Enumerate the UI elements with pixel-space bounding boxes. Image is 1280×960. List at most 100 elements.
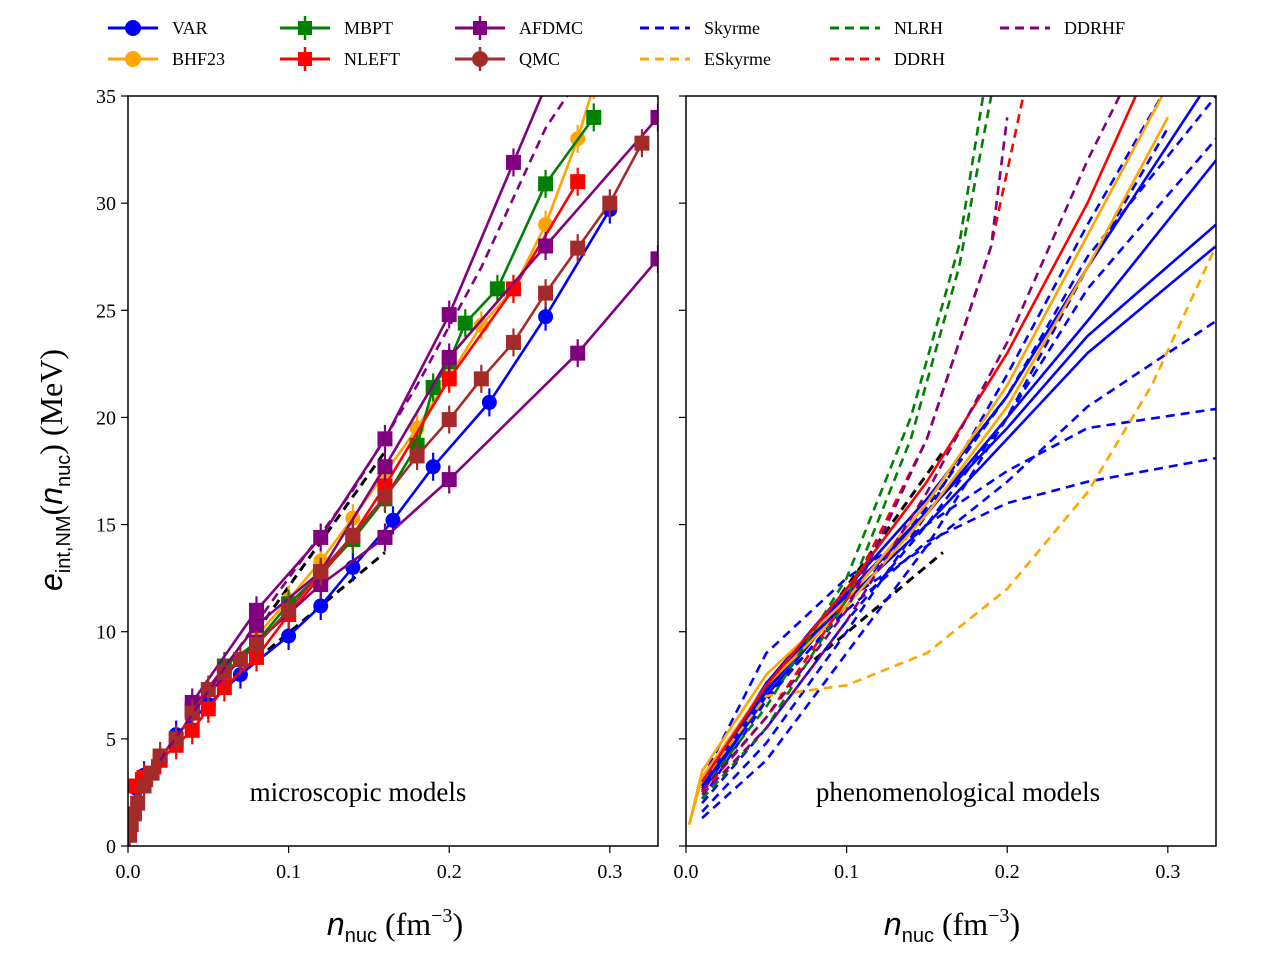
series-line <box>701 456 1216 783</box>
legend-label: NLRH <box>894 18 943 38</box>
data-point <box>441 371 457 387</box>
xlabel-close-right: ) <box>1009 906 1020 942</box>
data-point <box>489 281 505 297</box>
data-point <box>570 3 585 18</box>
panel-phenomenological: 0.0 0.1 0.2 0.3 phenomenological models <box>674 95 1217 883</box>
legend-marker <box>125 51 141 67</box>
series-line <box>701 96 1121 796</box>
legend-marker <box>125 20 141 36</box>
svg-text:eint,NM(nnuc) (MeV): eint,NM(nnuc) (MeV) <box>33 349 75 591</box>
svg-text:nnuc (fm−3): nnuc (fm−3) <box>327 905 463 947</box>
data-point <box>385 512 401 528</box>
x-axis-label-left: nnuc (fm−3) <box>327 905 463 947</box>
data-point <box>457 315 473 331</box>
reference-band-line <box>813 551 944 661</box>
legend-label: Skyrme <box>704 18 760 38</box>
xlabel-close-left: ) <box>452 906 463 942</box>
series-line <box>701 96 985 792</box>
data-point <box>538 238 554 254</box>
data-point <box>570 174 586 190</box>
data-point <box>538 176 554 192</box>
right-panel-note: phenomenological models <box>816 777 1100 807</box>
xlabel-exp-left: −3 <box>431 905 452 927</box>
data-point <box>441 349 457 365</box>
data-point <box>313 564 329 580</box>
data-point <box>505 334 521 350</box>
data-point <box>216 679 232 695</box>
data-point <box>184 722 200 738</box>
series-line <box>159 96 569 762</box>
xlabel-exp-right: −3 <box>988 905 1009 927</box>
data-point <box>505 154 521 170</box>
right-plot-frame <box>685 95 1217 847</box>
xlabel-main-left: n <box>327 906 345 942</box>
data-point <box>130 795 146 811</box>
left-plot-frame <box>127 95 659 847</box>
data-point <box>586 78 601 93</box>
y-tick-label: 25 <box>96 300 116 322</box>
x-tick-label: 0.0 <box>674 861 699 883</box>
data-point <box>650 251 658 267</box>
data-point <box>128 827 138 843</box>
series-line <box>687 116 1169 825</box>
data-point <box>136 778 152 794</box>
series-line <box>700 319 1216 787</box>
legend-label: ESkyrme <box>704 49 771 69</box>
ylabel-sub: int,NM <box>53 515 75 573</box>
xlabel-unit-left: (fm <box>385 906 431 942</box>
ylabel-main: e <box>33 573 69 591</box>
x-tick-label: 0.2 <box>437 861 462 883</box>
svg-text:nnuc (fm−3): nnuc (fm−3) <box>884 905 1020 947</box>
legend-label: VAR <box>172 18 208 38</box>
data-point <box>650 109 658 125</box>
y-tick-label: 0 <box>106 836 116 858</box>
legend-label: DDRH <box>894 49 945 69</box>
data-point <box>425 459 441 475</box>
legend-label: NLEFT <box>344 49 400 69</box>
data-point <box>570 345 586 361</box>
data-point <box>481 394 497 410</box>
y-tick-label: 35 <box>96 86 116 108</box>
legend-marker <box>473 21 487 35</box>
y-axis-label: eint,NM(nnuc) (MeV) <box>33 349 75 591</box>
series-line <box>687 96 1164 825</box>
data-point <box>634 135 650 151</box>
xlabel-main-right: n <box>884 906 902 942</box>
data-point <box>409 448 425 464</box>
x-tick-label: 0.2 <box>995 861 1020 883</box>
series-line <box>701 96 1216 800</box>
y-tick-label: 30 <box>96 193 116 215</box>
ylabel-arg-sub: nuc <box>53 455 75 487</box>
data-point <box>441 412 457 428</box>
ylabel-unit: (MeV) <box>33 349 69 436</box>
data-point <box>313 529 329 545</box>
data-point <box>538 309 554 325</box>
series-line <box>701 96 1025 794</box>
data-point <box>313 598 329 614</box>
left-panel-note: microscopic models <box>250 777 467 807</box>
x-tick-label: 0.3 <box>597 861 622 883</box>
data-point <box>473 371 489 387</box>
data-point <box>248 637 264 653</box>
y-tick-label: 15 <box>96 515 116 537</box>
panel-microscopic: 0.0 0.1 0.2 0.3 0 5 10 15 20 25 30 35 microscopic m… <box>96 3 659 883</box>
legend-label: BHF23 <box>172 49 225 69</box>
series-line <box>701 96 1137 783</box>
series-line <box>701 159 1216 792</box>
data-point <box>216 664 232 680</box>
x-tick-label: 0.1 <box>834 861 859 883</box>
data-point <box>377 459 393 475</box>
legend-label: MBPT <box>344 18 393 38</box>
data-point <box>441 472 457 488</box>
series-line <box>701 117 1009 792</box>
data-point <box>144 765 160 781</box>
data-point <box>281 602 297 618</box>
data-point <box>281 628 297 644</box>
legend: VAR BHF23 MBPT NLEFT AFDMC QMC Skyrme ESkyrme NL… <box>108 16 1125 71</box>
xlabel-unit-right: (fm <box>942 906 988 942</box>
data-point <box>377 529 393 545</box>
legend-label: DDRHF <box>1064 18 1125 38</box>
data-point <box>232 667 248 683</box>
data-point <box>248 602 264 618</box>
xlabel-sub-right: nuc <box>902 925 934 947</box>
